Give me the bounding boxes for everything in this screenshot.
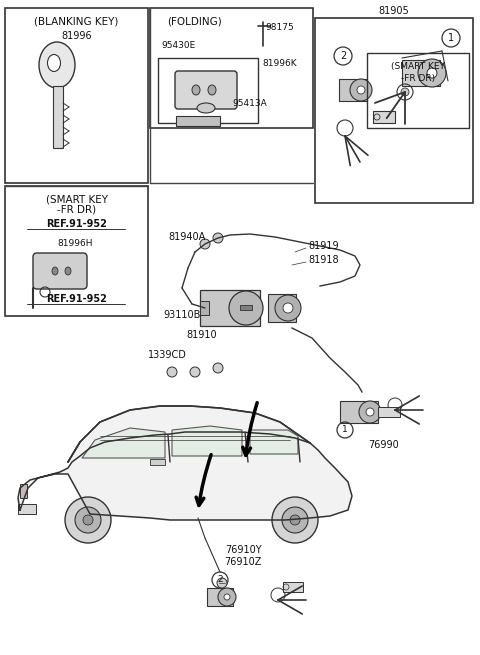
Text: 81905: 81905 [379, 6, 409, 16]
Bar [315, 18, 473, 203]
Circle shape [283, 303, 293, 313]
Text: 76990: 76990 [368, 440, 399, 450]
Text: 81918: 81918 [308, 255, 338, 265]
Circle shape [213, 363, 223, 373]
Text: 81996: 81996 [61, 31, 92, 41]
Text: 81996K: 81996K [263, 58, 297, 67]
Circle shape [167, 367, 177, 377]
FancyBboxPatch shape [33, 253, 87, 289]
Text: 76910Y: 76910Y [225, 545, 261, 555]
Bar [53, 86, 63, 148]
Polygon shape [68, 406, 310, 462]
FancyBboxPatch shape [175, 71, 237, 109]
Bar [402, 60, 440, 86]
Circle shape [75, 507, 101, 533]
Polygon shape [18, 432, 352, 520]
Text: (FOLDING): (FOLDING) [168, 17, 222, 27]
Text: (BLANKING KEY): (BLANKING KEY) [34, 17, 119, 27]
Text: 2: 2 [340, 51, 346, 61]
Bar [20, 484, 27, 498]
Circle shape [190, 367, 200, 377]
Ellipse shape [52, 267, 58, 275]
Text: -FR DR): -FR DR) [57, 205, 96, 215]
Bar [240, 305, 252, 310]
Circle shape [357, 86, 365, 94]
Bar [150, 8, 313, 128]
Bar [378, 407, 400, 417]
Ellipse shape [208, 85, 216, 95]
Text: 76910Z: 76910Z [224, 557, 262, 567]
Text: 81996H: 81996H [57, 238, 93, 248]
Text: -FR DR): -FR DR) [401, 75, 435, 83]
Bar [283, 582, 303, 592]
Text: REF.91-952: REF.91-952 [46, 219, 107, 229]
Circle shape [275, 295, 301, 321]
Text: 93110B: 93110B [163, 310, 200, 320]
Circle shape [213, 233, 223, 243]
Text: 1: 1 [448, 33, 454, 43]
Text: 98175: 98175 [265, 24, 294, 33]
Bar [5, 8, 148, 183]
Polygon shape [82, 428, 165, 458]
Circle shape [359, 401, 381, 423]
Bar [268, 294, 296, 322]
Text: 1: 1 [342, 426, 348, 434]
Circle shape [65, 497, 111, 543]
Bar [5, 186, 148, 316]
Polygon shape [172, 426, 242, 456]
Circle shape [366, 408, 374, 416]
Bar [207, 588, 233, 606]
Circle shape [290, 515, 300, 525]
Bar [150, 459, 165, 465]
Circle shape [229, 291, 263, 325]
Bar [176, 116, 220, 126]
Ellipse shape [65, 267, 71, 275]
Circle shape [217, 578, 227, 588]
Bar [200, 290, 260, 326]
Text: 81919: 81919 [308, 241, 338, 251]
Text: REF.91-952: REF.91-952 [46, 294, 107, 304]
Bar [373, 111, 395, 123]
Bar [339, 79, 367, 101]
Text: (SMART KEY: (SMART KEY [46, 194, 108, 204]
Text: (SMART KEY: (SMART KEY [391, 62, 445, 71]
Bar [340, 401, 378, 423]
Bar [367, 53, 469, 128]
Circle shape [218, 588, 236, 606]
Circle shape [418, 59, 446, 87]
Ellipse shape [48, 54, 60, 71]
Ellipse shape [39, 42, 75, 88]
Circle shape [282, 507, 308, 533]
Circle shape [224, 594, 230, 600]
Text: 2: 2 [217, 576, 223, 584]
Text: 81910: 81910 [186, 330, 216, 340]
Bar [158, 58, 258, 123]
Polygon shape [250, 430, 298, 454]
Text: 95430E: 95430E [161, 41, 195, 50]
Bar [18, 504, 36, 514]
Circle shape [401, 88, 409, 96]
Ellipse shape [192, 85, 200, 95]
Ellipse shape [197, 103, 215, 113]
Text: 95413A: 95413A [233, 98, 267, 107]
Circle shape [272, 497, 318, 543]
Text: 81940A: 81940A [168, 232, 205, 242]
Circle shape [83, 515, 93, 525]
Circle shape [350, 79, 372, 101]
Circle shape [200, 239, 210, 249]
Circle shape [427, 68, 437, 78]
Text: 1339CD: 1339CD [148, 350, 187, 360]
Bar [200, 301, 209, 315]
